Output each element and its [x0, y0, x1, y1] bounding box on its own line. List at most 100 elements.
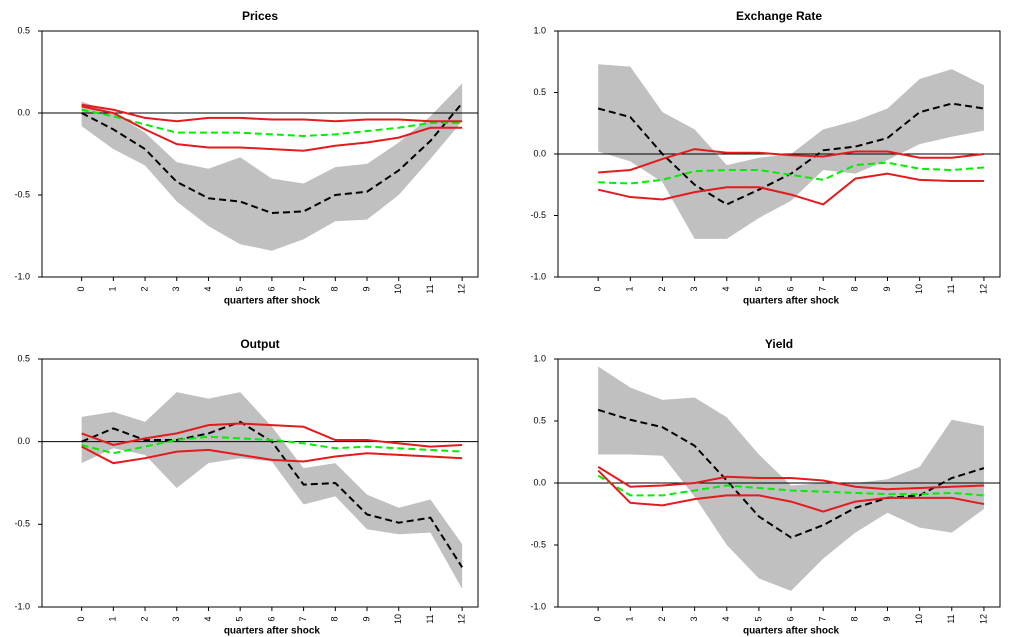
chart-title: Exchange Rate [736, 9, 822, 23]
response-line [81, 102, 463, 215]
x-tick-label: 2 [657, 286, 667, 291]
x-tick-label: 1 [625, 286, 635, 291]
y-tick-label: 0.0 [533, 148, 546, 158]
x-tick-label: 5 [753, 286, 763, 291]
y-tick-label: 0.0 [17, 436, 30, 446]
x-tick-label: 7 [298, 616, 308, 621]
x-tick-label: 5 [235, 616, 245, 621]
y-tick-label: -1.0 [14, 601, 30, 611]
x-tick-label: 9 [882, 616, 892, 621]
chart-title: Yield [765, 337, 793, 351]
response-line [81, 445, 463, 465]
x-tick-label: 5 [235, 286, 245, 291]
y-tick-label: -0.5 [530, 539, 546, 549]
x-tick-label: 1 [108, 286, 118, 291]
x-tick-label: 4 [721, 286, 731, 291]
x-tick-label: 11 [425, 284, 435, 293]
x-tick-label: 10 [914, 614, 924, 624]
response-line [81, 103, 463, 123]
x-tick-label: 10 [393, 614, 403, 624]
x-tick-label: 6 [785, 286, 795, 291]
x-axis-label: quarters after shock [743, 296, 840, 307]
response-line [597, 469, 985, 513]
confidence-band [598, 64, 984, 239]
y-tick-label: -1.0 [530, 601, 546, 611]
x-tick-label: 3 [689, 286, 699, 291]
x-tick-label: 9 [882, 286, 892, 291]
y-tick-label: 0.5 [17, 25, 30, 35]
x-tick-label: 2 [139, 616, 149, 621]
y-tick-label: 1.0 [533, 353, 546, 363]
response-line [81, 108, 463, 137]
x-tick-label: 0 [593, 286, 603, 291]
x-tick-label: 8 [850, 616, 860, 621]
y-tick-label: -0.5 [530, 210, 546, 220]
confidence-band [81, 83, 463, 251]
y-tick-label: 1.0 [533, 25, 546, 35]
x-tick-label: 0 [76, 286, 86, 291]
response-line [597, 466, 984, 491]
x-tick-label: 10 [393, 284, 403, 294]
y-tick-label: 0.0 [17, 107, 30, 117]
response-line [597, 474, 985, 497]
x-tick-label: 9 [361, 286, 371, 291]
y-tick-label: -0.5 [14, 189, 30, 199]
x-tick-label: 3 [171, 616, 181, 621]
response-line [597, 172, 984, 206]
chart-title: Output [240, 337, 279, 351]
y-tick-label: 0.5 [17, 353, 30, 363]
x-tick-label: 2 [139, 286, 149, 291]
y-tick-label: -1.0 [530, 271, 546, 281]
x-tick-label: 12 [978, 284, 988, 294]
response-line [81, 105, 463, 152]
x-tick-label: 7 [818, 616, 828, 621]
plot-frame [41, 358, 479, 608]
x-tick-label: 6 [785, 616, 795, 621]
response-line [81, 420, 463, 568]
confidence-band [598, 366, 984, 591]
x-axis-label: quarters after shock [224, 296, 321, 307]
y-tick-label: 0.5 [533, 87, 546, 97]
x-tick-label: 1 [108, 616, 118, 621]
chart-title: Prices [242, 9, 278, 23]
x-tick-label: 12 [978, 614, 988, 624]
x-axis-label: quarters after shock [743, 626, 840, 637]
x-tick-label: 3 [171, 286, 181, 291]
x-tick-label: 4 [203, 286, 213, 291]
x-tick-label: 12 [457, 284, 467, 294]
x-tick-label: 4 [203, 616, 213, 621]
x-tick-label: 11 [425, 614, 435, 623]
x-tick-label: 11 [946, 614, 956, 623]
plot-frame [41, 30, 479, 278]
x-tick-label: 0 [593, 616, 603, 621]
x-tick-label: 5 [753, 616, 763, 621]
x-tick-label: 3 [689, 616, 699, 621]
response-line [597, 408, 985, 539]
x-tick-label: 6 [266, 616, 276, 621]
x-tick-label: 7 [298, 286, 308, 291]
x-tick-label: 7 [818, 286, 828, 291]
confidence-band [81, 392, 463, 589]
y-tick-label: 0.0 [533, 477, 546, 487]
x-axis-label: quarters after shock [224, 626, 321, 637]
y-tick-label: -0.5 [14, 519, 30, 529]
y-tick-label: 0.5 [533, 415, 546, 425]
x-tick-label: 8 [330, 286, 340, 291]
response-line [81, 422, 463, 448]
x-tick-label: 8 [850, 286, 860, 291]
y-tick-label: -1.0 [14, 271, 30, 281]
x-tick-label: 12 [457, 614, 467, 624]
response-line [597, 102, 985, 206]
x-tick-label: 6 [266, 286, 276, 291]
x-tick-label: 1 [625, 616, 635, 621]
x-tick-label: 4 [721, 616, 731, 621]
x-tick-label: 0 [76, 616, 86, 621]
response-line [81, 435, 463, 455]
x-tick-label: 2 [657, 616, 667, 621]
response-line [598, 148, 985, 174]
x-tick-label: 8 [330, 616, 340, 621]
x-tick-label: 11 [946, 284, 956, 293]
x-tick-label: 10 [914, 284, 924, 294]
